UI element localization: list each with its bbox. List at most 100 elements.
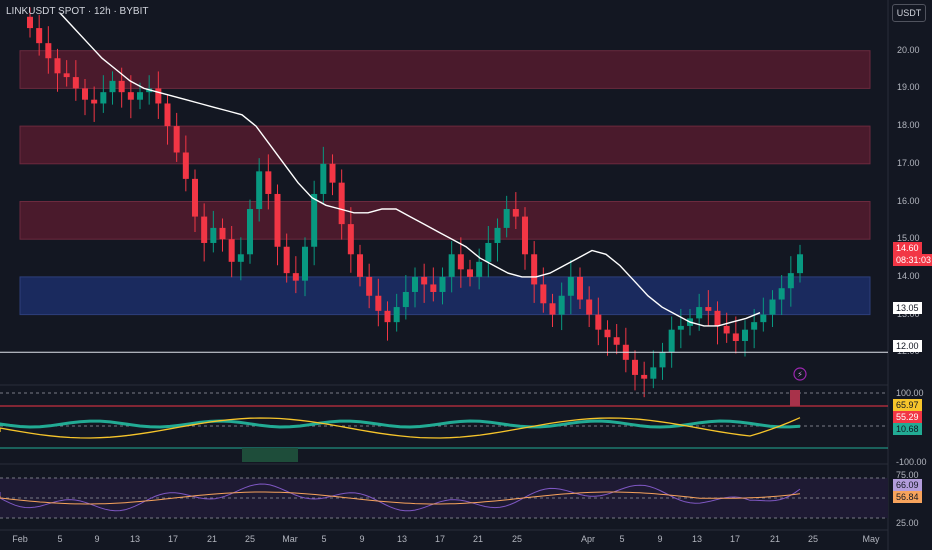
candle-body [375, 295, 382, 311]
candle-body [219, 227, 226, 240]
candle-body [283, 246, 290, 274]
candle-body [412, 276, 418, 292]
date-tick: 13 [396, 534, 408, 544]
candle-body [696, 307, 703, 319]
candle-body [577, 276, 583, 300]
candle-body [457, 254, 464, 270]
candle-body [109, 80, 116, 93]
zone-supply-1 [19, 125, 871, 165]
candle-body [549, 303, 556, 315]
candle-body [613, 337, 620, 345]
candle-body [531, 254, 538, 285]
candle-body [274, 193, 281, 247]
candle-body [421, 276, 428, 285]
zone-supply-2 [19, 201, 871, 240]
date-tick: Apr [580, 534, 596, 544]
price-tick: 14.00 [897, 270, 920, 281]
ma-value-badge: 13.05 [893, 302, 922, 314]
osc-top-label: 100.00 [896, 388, 924, 398]
date-tick: 9 [657, 534, 663, 544]
rsi-b-badge: 56.84 [893, 491, 922, 503]
rsi-a-badge: 66.09 [893, 479, 922, 491]
candle-body [182, 152, 189, 179]
candle-body [595, 314, 602, 330]
candle-body [485, 242, 492, 262]
candle-body [393, 307, 400, 323]
price-tick: 15.00 [897, 233, 920, 244]
candle-body [751, 322, 758, 330]
candle-body [402, 291, 409, 308]
candle-body [27, 16, 33, 29]
candle-body [494, 227, 501, 243]
osc-yellow-line [0, 417, 801, 439]
date-tick: 25 [807, 534, 819, 544]
candle-body [760, 314, 767, 323]
candle-body [320, 163, 327, 194]
candle-body [769, 299, 776, 315]
candle-body [329, 163, 336, 183]
candle-body [192, 178, 198, 217]
date-tick: 21 [769, 534, 781, 544]
candle-body [586, 299, 593, 315]
candle-body [265, 171, 272, 194]
rsi-line [0, 483, 801, 512]
date-tick: 13 [129, 534, 141, 544]
candle-body [641, 374, 648, 379]
price-tick: 16.00 [897, 195, 920, 206]
candle-body [54, 58, 61, 74]
candle-body [476, 261, 483, 277]
countdown-badge: 08:31:03 [893, 254, 932, 266]
date-tick: 9 [94, 534, 100, 544]
candle-body [705, 307, 712, 311]
date-tick: 17 [729, 534, 741, 544]
date-tick: Feb [12, 534, 28, 544]
candle-body [677, 325, 684, 330]
date-tick: 21 [206, 534, 218, 544]
rsi-ma-line [0, 491, 801, 505]
price-tick: 20.00 [897, 44, 920, 55]
date-tick: 5 [321, 534, 327, 544]
date-tick: 5 [57, 534, 63, 544]
date-tick: 17 [167, 534, 179, 544]
candle-body [659, 352, 666, 368]
candle-body [512, 209, 519, 217]
candle-body [82, 88, 88, 100]
price-tick: 17.00 [897, 157, 920, 168]
osc-a-badge: 65.97 [893, 399, 922, 411]
alert-bolt-icon[interactable] [793, 367, 807, 381]
date-tick: 5 [619, 534, 625, 544]
candle-body [100, 92, 107, 104]
candle-body [714, 310, 721, 326]
svg-text:⚡: ⚡ [797, 370, 803, 379]
candle-body [127, 92, 134, 100]
osc-c-badge: 10.68 [893, 423, 922, 435]
candle-body [63, 73, 70, 78]
price-tick: 19.00 [897, 82, 920, 93]
price-tick: 18.00 [897, 120, 920, 131]
date-tick: May [862, 534, 880, 544]
candle-body [632, 359, 638, 375]
candle-body [732, 333, 739, 341]
candle-body [72, 77, 79, 89]
candle-body [522, 216, 528, 255]
osc-b-badge: 55.29 [893, 411, 922, 423]
date-tick: 21 [472, 534, 484, 544]
candle-body [650, 367, 657, 379]
candle-body [778, 288, 785, 300]
osc-teal-band [0, 419, 801, 429]
candle-body [797, 254, 803, 274]
symbol-label: LINKUSDT SPOT · 12h · BYBIT [6, 6, 149, 17]
rsi-top-label: 75.00 [896, 470, 919, 480]
candle-body [357, 254, 363, 277]
candle-body [604, 329, 611, 338]
candle-body [137, 92, 143, 100]
candle-body [503, 209, 510, 228]
candle-body [155, 88, 162, 104]
candle-body [467, 269, 473, 277]
candle-body [384, 310, 391, 323]
date-tick: 25 [511, 534, 523, 544]
candle-body [311, 193, 318, 247]
currency-button[interactable]: USDT [892, 4, 926, 22]
candle-body [430, 284, 437, 292]
